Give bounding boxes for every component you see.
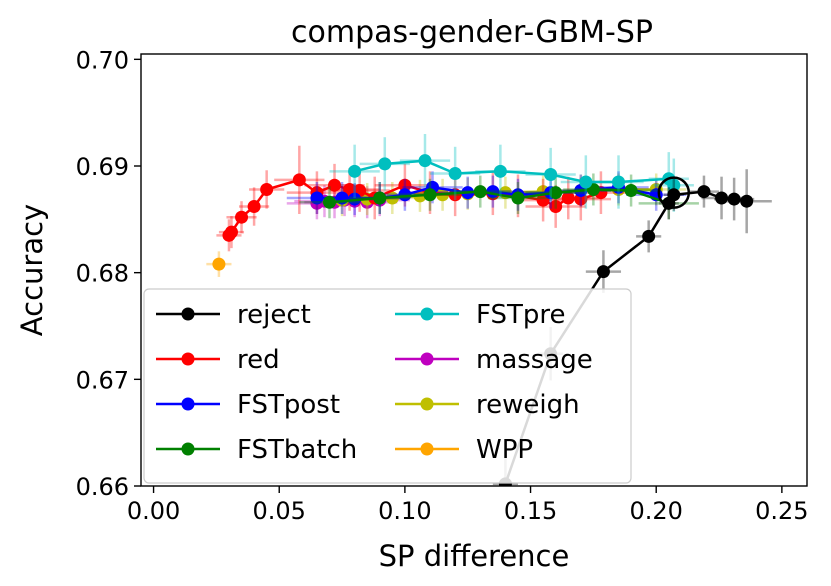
plot-frame [140, 53, 808, 487]
data-point [612, 175, 626, 189]
legend-label: FSTpre [476, 300, 566, 330]
data-point [224, 225, 238, 239]
x-axis-label: SP difference [379, 539, 570, 573]
legend-marker [420, 307, 434, 321]
data-point [373, 191, 387, 205]
data-point [642, 229, 656, 243]
plot-area [206, 134, 772, 486]
x-tick-label: 0.20 [629, 497, 682, 525]
data-point [473, 185, 487, 199]
legend-item-massage: massage [395, 345, 593, 375]
data-point [549, 200, 563, 214]
data-point [322, 195, 336, 209]
data-point [511, 191, 525, 205]
legend-item-red: red [156, 345, 280, 375]
data-point [740, 194, 754, 208]
legend-marker [181, 397, 195, 411]
legend-item-WPP: WPP [395, 435, 533, 465]
x-tick-label: 0.25 [755, 497, 808, 525]
data-point [561, 191, 575, 205]
legend-label: FSTbatch [237, 435, 357, 465]
legend-marker [420, 397, 434, 411]
y-tick-label: 0.70 [76, 46, 129, 74]
data-point [423, 188, 437, 202]
legend-item-FSTbatch: FSTbatch [156, 435, 357, 465]
y-tick-label: 0.69 [76, 153, 129, 181]
data-point [493, 164, 507, 178]
legend-marker [420, 352, 434, 366]
legend-label: reject [237, 300, 311, 330]
legend-marker [181, 307, 195, 321]
data-point [310, 191, 324, 205]
highlight-marker [657, 176, 691, 209]
legend-label: WPP [476, 435, 533, 465]
data-point [544, 168, 558, 182]
data-point [235, 210, 249, 224]
data-point [667, 178, 681, 192]
data-point [596, 265, 610, 279]
data-point [348, 164, 362, 178]
legend-marker [420, 442, 434, 456]
legend-frame [143, 288, 632, 484]
legend-label: massage [476, 345, 593, 375]
y-tick-label: 0.67 [76, 366, 129, 394]
legend-item-FSTpost: FSTpost [156, 390, 340, 420]
data-point [624, 184, 638, 198]
data-point [398, 188, 412, 202]
x-tick-label: 0.05 [253, 497, 306, 525]
data-point [328, 178, 342, 192]
data-point [292, 173, 306, 187]
y-axis: 0.66 0.67 0.68 0.69 0.70 [76, 46, 141, 501]
x-axis: 0.00 0.05 0.10 0.15 0.20 0.25 [127, 486, 809, 525]
legend-label: FSTpost [237, 390, 340, 420]
data-point [418, 154, 432, 168]
y-tick-label: 0.66 [76, 473, 129, 501]
y-tick-label: 0.68 [76, 260, 129, 288]
y-axis-label: Accuracy [15, 204, 49, 336]
data-point [247, 200, 261, 214]
data-point [343, 182, 357, 196]
legend-marker [181, 352, 195, 366]
series-WPP [206, 251, 232, 277]
legend-label: red [237, 345, 280, 375]
data-point [727, 192, 741, 206]
data-point [697, 185, 711, 199]
chart-title: compas-gender-GBM-SP [291, 15, 653, 50]
x-tick-label: 0.10 [378, 497, 431, 525]
legend-label: reweigh [476, 390, 580, 420]
x-tick-label: 0.15 [504, 497, 557, 525]
legend: reject red FSTpost FSTbatch FSTpre massage rew… [143, 288, 632, 484]
legend-item-FSTpre: FSTpre [395, 300, 566, 330]
data-point [378, 157, 392, 171]
data-point [398, 178, 412, 192]
legend-item-reject: reject [156, 300, 311, 330]
x-tick-label: 0.00 [127, 497, 180, 525]
data-point [579, 175, 593, 189]
data-point [448, 166, 462, 180]
data-point [212, 257, 226, 271]
data-point [715, 191, 729, 205]
data-point [260, 182, 274, 196]
legend-marker [181, 442, 195, 456]
data-point [549, 186, 563, 200]
series-line [354, 159, 675, 186]
data-point [667, 188, 681, 202]
legend-item-reweigh: reweigh [395, 390, 580, 420]
